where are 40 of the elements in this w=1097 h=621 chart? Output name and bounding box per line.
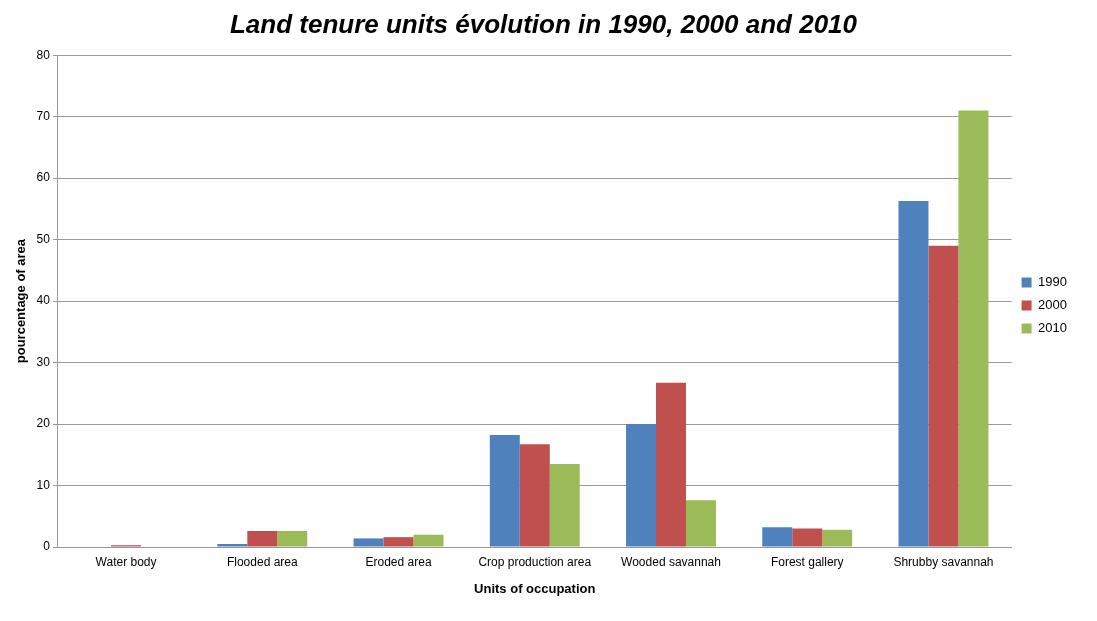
x-tick-label: Crop production area [478,554,592,569]
y-tick-label: 80 [36,47,51,62]
bar [413,534,444,547]
bar [383,537,414,547]
y-axis-title: pourcentage of area [13,238,29,364]
x-tick-label: Wooded savannah [621,554,721,569]
bar [685,500,716,547]
y-tick-label: 20 [36,416,51,431]
bar [519,444,550,547]
x-axis-title: Units of occupation [474,580,596,596]
bar [822,529,853,547]
bar [626,424,657,547]
x-tick-label: Flooded area [226,554,298,569]
bar [549,464,580,547]
bar [277,531,308,547]
y-tick-label: 0 [43,539,51,554]
bar [928,245,959,547]
y-tick-label: 10 [36,477,51,492]
legend-label: 1990 [1038,274,1067,290]
legend-label: 2010 [1038,320,1067,336]
bar [656,382,686,547]
bar [898,200,929,547]
chart-title: Land tenure units évolution in 1990, 2000 and 2010 [229,8,858,39]
bar [353,538,384,547]
x-tick-label: Water body [95,554,157,569]
bar [762,527,793,547]
bar [247,531,278,547]
x-tick-label: Eroded area [365,554,432,569]
bar [489,435,520,547]
y-tick-label: 60 [36,170,51,185]
x-tick-label: Shrubby savannah [893,554,994,569]
bar [217,543,248,547]
y-tick-label: 40 [36,293,51,308]
y-tick-label: 50 [36,231,51,246]
bar [958,110,989,547]
legend-label: 2000 [1038,297,1067,313]
y-tick-label: 70 [36,108,51,123]
x-tick-label: Forest gallery [770,554,844,569]
bar [792,528,823,547]
y-tick-label: 30 [36,354,51,369]
